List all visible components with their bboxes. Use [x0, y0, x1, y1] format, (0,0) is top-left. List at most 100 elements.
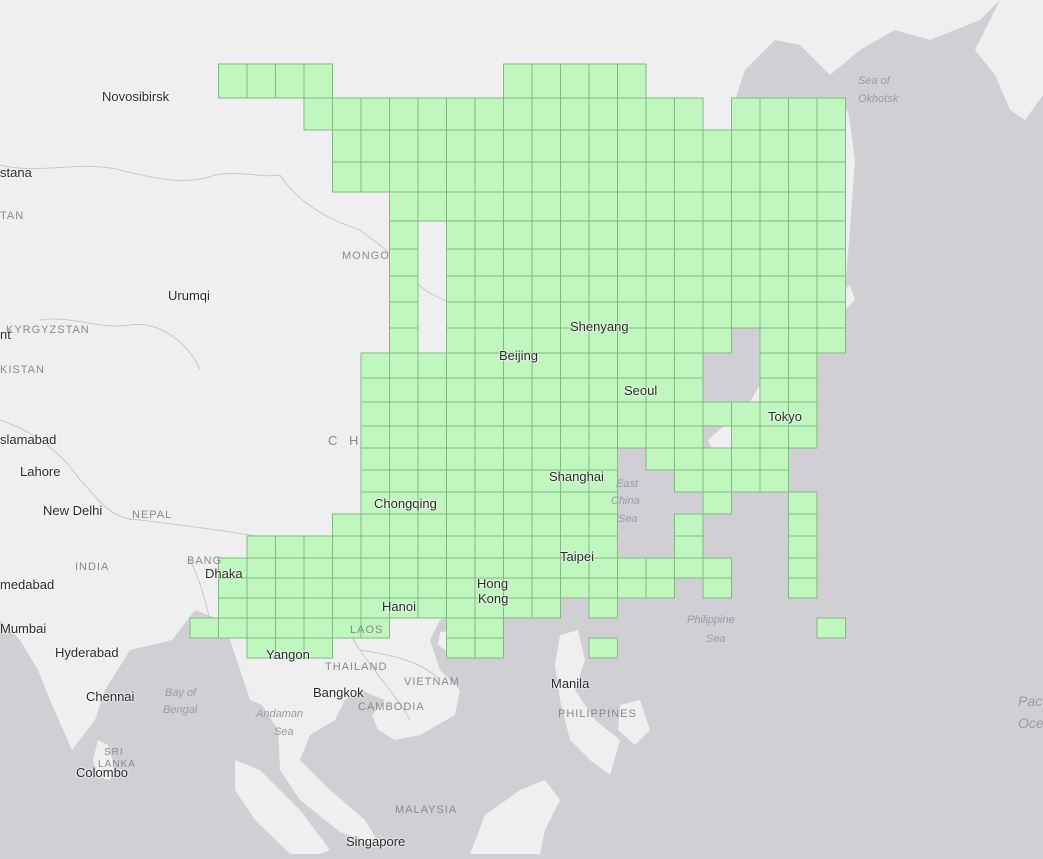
coverage-tile[interactable] — [674, 97, 704, 131]
coverage-tile[interactable] — [503, 63, 533, 99]
coverage-tile[interactable] — [788, 161, 818, 193]
coverage-tile[interactable] — [360, 352, 390, 379]
coverage-tile[interactable] — [246, 535, 276, 559]
coverage-tile[interactable] — [389, 220, 419, 250]
coverage-tile[interactable] — [332, 513, 362, 537]
coverage-tile[interactable] — [674, 535, 704, 559]
coverage-tile[interactable] — [560, 557, 590, 579]
coverage-tile[interactable] — [560, 535, 590, 559]
coverage-tile[interactable] — [759, 447, 789, 471]
coverage-tile[interactable] — [674, 191, 704, 222]
coverage-tile[interactable] — [816, 327, 846, 354]
coverage-tile[interactable] — [788, 577, 818, 599]
coverage-tile[interactable] — [674, 301, 704, 329]
coverage-tile[interactable] — [332, 577, 362, 599]
coverage-tile[interactable] — [788, 191, 818, 222]
coverage-tile[interactable] — [788, 220, 818, 250]
coverage-tile[interactable] — [474, 513, 504, 537]
coverage-tile[interactable] — [788, 491, 818, 515]
coverage-tile[interactable] — [503, 301, 533, 329]
coverage-tile[interactable] — [531, 469, 561, 493]
coverage-tile[interactable] — [645, 401, 675, 427]
coverage-tile[interactable] — [617, 301, 647, 329]
coverage-tile[interactable] — [759, 97, 789, 131]
coverage-tile[interactable] — [759, 327, 789, 354]
coverage-tile[interactable] — [674, 377, 704, 403]
coverage-tile[interactable] — [531, 248, 561, 277]
coverage-tile[interactable] — [788, 377, 818, 403]
coverage-tile[interactable] — [446, 637, 476, 659]
coverage-tile[interactable] — [731, 301, 761, 329]
coverage-tile[interactable] — [788, 129, 818, 163]
coverage-tile[interactable] — [674, 275, 704, 303]
coverage-tile[interactable] — [389, 377, 419, 403]
coverage-tile[interactable] — [702, 129, 732, 163]
coverage-tile[interactable] — [788, 352, 818, 379]
coverage-tile[interactable] — [474, 425, 504, 449]
coverage-tile[interactable] — [360, 617, 390, 639]
coverage-tile[interactable] — [759, 248, 789, 277]
coverage-tile[interactable] — [816, 191, 846, 222]
coverage-tile[interactable] — [759, 129, 789, 163]
coverage-tile[interactable] — [588, 161, 618, 193]
coverage-tile[interactable] — [617, 577, 647, 599]
coverage-tile[interactable] — [503, 401, 533, 427]
coverage-tile[interactable] — [474, 161, 504, 193]
coverage-tile[interactable] — [332, 597, 362, 619]
coverage-tile[interactable] — [389, 161, 419, 193]
coverage-tile[interactable] — [731, 447, 761, 471]
coverage-tile[interactable] — [674, 469, 704, 493]
coverage-tile[interactable] — [759, 275, 789, 303]
coverage-tile[interactable] — [759, 301, 789, 329]
coverage-tile[interactable] — [446, 469, 476, 493]
coverage-tile[interactable] — [503, 220, 533, 250]
coverage-tile[interactable] — [588, 447, 618, 471]
coverage-tile[interactable] — [389, 275, 419, 303]
coverage-tile[interactable] — [531, 447, 561, 471]
coverage-tile[interactable] — [531, 491, 561, 515]
coverage-tile[interactable] — [503, 161, 533, 193]
coverage-tile[interactable] — [788, 275, 818, 303]
coverage-tile[interactable] — [588, 469, 618, 493]
coverage-tile[interactable] — [389, 352, 419, 379]
coverage-tile[interactable] — [674, 425, 704, 449]
coverage-tile[interactable] — [531, 63, 561, 99]
coverage-tile[interactable] — [674, 513, 704, 537]
coverage-tile[interactable] — [645, 275, 675, 303]
coverage-tile[interactable] — [645, 447, 675, 471]
coverage-tile[interactable] — [702, 577, 732, 599]
coverage-tile[interactable] — [560, 352, 590, 379]
coverage-tile[interactable] — [645, 557, 675, 579]
coverage-tile[interactable] — [446, 191, 476, 222]
coverage-tile[interactable] — [560, 491, 590, 515]
coverage-tile[interactable] — [503, 129, 533, 163]
coverage-tile[interactable] — [417, 129, 447, 163]
coverage-tile[interactable] — [702, 447, 732, 471]
coverage-tile[interactable] — [645, 301, 675, 329]
coverage-tile[interactable] — [617, 63, 647, 99]
coverage-tile[interactable] — [816, 248, 846, 277]
coverage-tile[interactable] — [788, 557, 818, 579]
coverage-tile[interactable] — [303, 597, 333, 619]
coverage-tile[interactable] — [417, 191, 447, 222]
coverage-tile[interactable] — [503, 425, 533, 449]
coverage-tile[interactable] — [218, 63, 248, 99]
coverage-tile[interactable] — [503, 275, 533, 303]
coverage-tile[interactable] — [674, 557, 704, 579]
coverage-tile[interactable] — [788, 401, 818, 427]
coverage-tile[interactable] — [474, 327, 504, 354]
coverage-tile[interactable] — [474, 248, 504, 277]
coverage-tile[interactable] — [446, 220, 476, 250]
coverage-tile[interactable] — [417, 161, 447, 193]
coverage-tile[interactable] — [731, 425, 761, 449]
coverage-tile[interactable] — [332, 129, 362, 163]
coverage-tile[interactable] — [360, 97, 390, 131]
coverage-tile[interactable] — [588, 513, 618, 537]
coverage-tile[interactable] — [503, 352, 533, 379]
coverage-tile[interactable] — [503, 327, 533, 354]
coverage-tile[interactable] — [674, 352, 704, 379]
coverage-tile[interactable] — [560, 469, 590, 493]
coverage-tile[interactable] — [531, 275, 561, 303]
coverage-tile[interactable] — [246, 597, 276, 619]
coverage-tile[interactable] — [389, 129, 419, 163]
